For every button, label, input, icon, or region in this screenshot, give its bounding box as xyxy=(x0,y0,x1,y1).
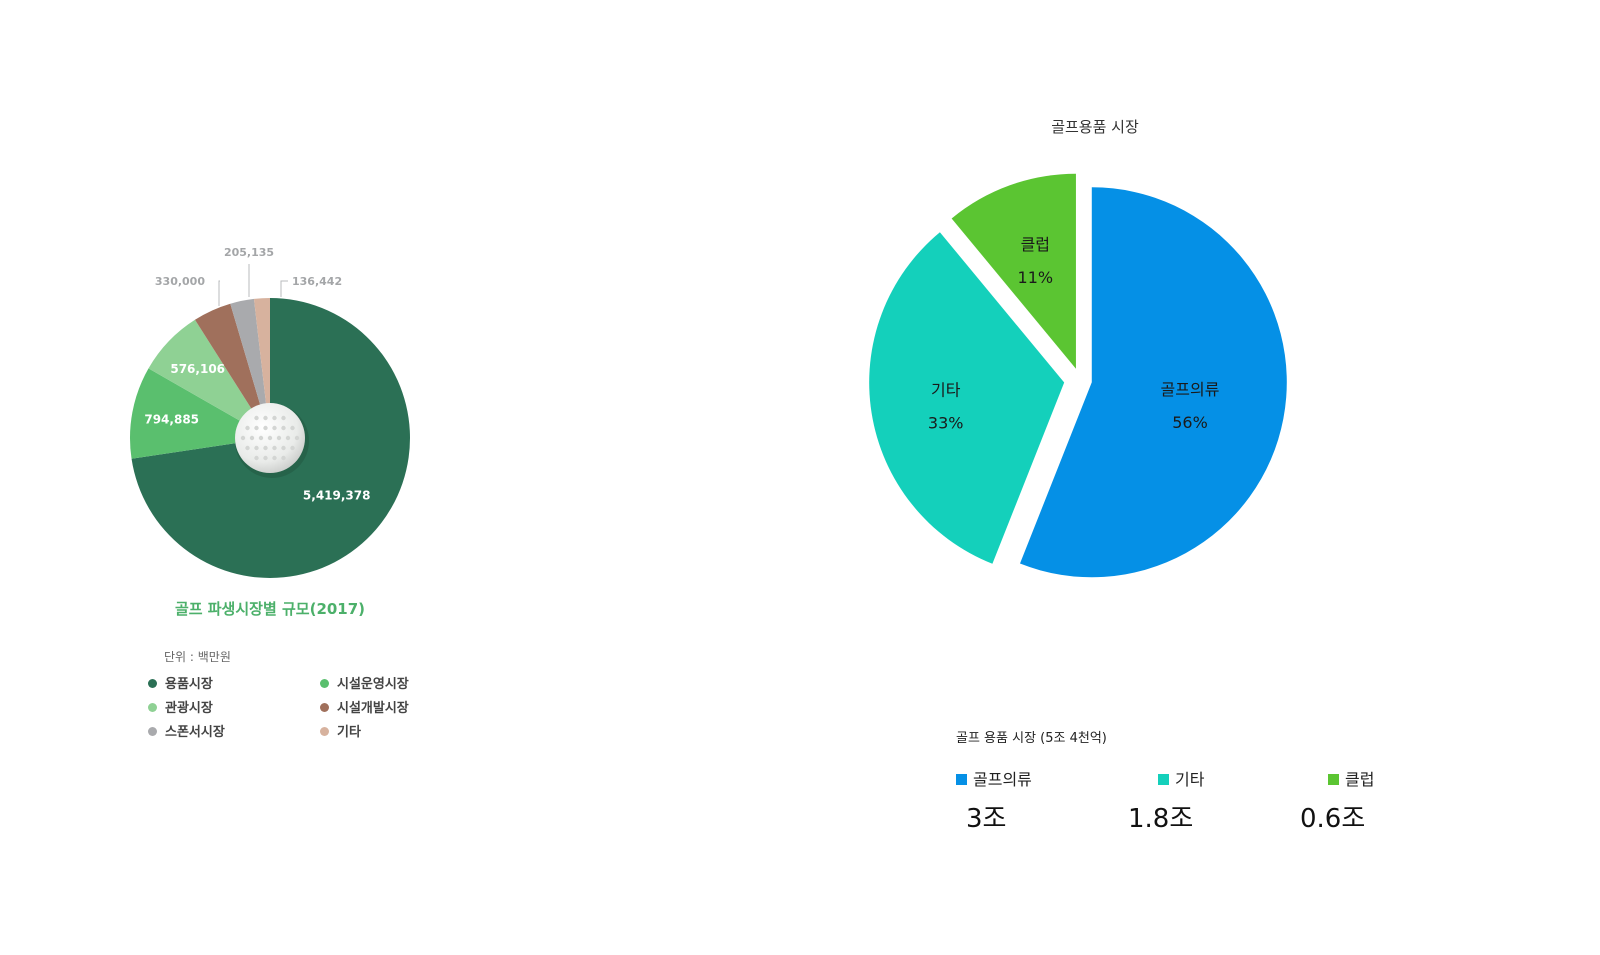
left-chart-unit-label: 단위 : 백만원 xyxy=(164,650,231,664)
legend-item: 기타 xyxy=(1158,766,1204,790)
left-chart-title: 골프 파생시장별 규모(2017) xyxy=(174,600,366,618)
golf-ball-dimple xyxy=(249,435,255,441)
legend-item: 스폰서시장 xyxy=(148,721,225,740)
golf-ball-dimple xyxy=(245,445,250,451)
legend-item: 기타 xyxy=(320,721,361,740)
golf-ball-dimple xyxy=(281,415,286,421)
golf-ball-dimple xyxy=(254,415,259,421)
golf-ball-dimple xyxy=(240,435,246,441)
golf-ball-dimple xyxy=(281,455,286,461)
slice-value-label: 330,000 xyxy=(155,275,205,288)
golf-ball-dimple xyxy=(263,415,268,421)
slice-percent-label: 33% xyxy=(928,413,964,432)
legend-label: 용품시장 xyxy=(165,677,213,692)
amount-value: 1.8조 xyxy=(1128,804,1194,834)
donut-slice xyxy=(148,319,270,438)
golf-ball-dimple xyxy=(294,435,300,441)
legend-label: 클럽 xyxy=(1345,770,1375,789)
golf-ball-dimple xyxy=(258,435,264,441)
legend-label: 기타 xyxy=(337,725,361,740)
golf-ball-dimple xyxy=(245,425,250,431)
legend-label: 스폰서시장 xyxy=(165,725,225,740)
legend-swatch xyxy=(320,679,329,688)
legend-swatch xyxy=(1158,774,1169,785)
legend-label: 기타 xyxy=(1175,770,1205,789)
slice-value-label: 576,106 xyxy=(170,362,225,376)
pie-slice xyxy=(869,232,1065,564)
legend-swatch xyxy=(148,703,157,712)
pie-slice xyxy=(951,173,1076,369)
legend-swatch xyxy=(956,774,967,785)
golf-ball-dimple xyxy=(254,445,259,451)
legend-swatch xyxy=(1328,774,1339,785)
legend-item: 클럽 xyxy=(1328,766,1374,790)
legend-label: 시설운영시장 xyxy=(337,677,409,692)
donut-slice xyxy=(230,298,270,438)
legend-label: 시설개발시장 xyxy=(337,701,409,716)
golf-ball-dimple xyxy=(272,425,277,431)
slice-percent-label: 56% xyxy=(1172,413,1208,432)
slice-percent-label: 11% xyxy=(1018,268,1054,287)
donut-slice xyxy=(129,368,270,459)
slice-name-label: 기타 xyxy=(931,380,961,399)
donut-slice xyxy=(194,303,270,438)
legend-swatch xyxy=(320,703,329,712)
slice-name-label: 골프의류 xyxy=(1161,380,1220,399)
golf-ball-dimple xyxy=(254,425,259,431)
donut-slice xyxy=(253,298,270,438)
golf-ball-dimple xyxy=(281,425,286,431)
golf-ball-dimple xyxy=(263,425,268,431)
golf-ball-dimple xyxy=(281,445,286,451)
golf-ball-dimple xyxy=(285,435,291,441)
slice-value-label: 205,135 xyxy=(224,246,274,259)
golf-ball-dimple xyxy=(267,435,273,441)
slice-value-label: 136,442 xyxy=(292,275,342,288)
right-chart-title: 골프용품 시장 xyxy=(1051,118,1139,136)
amount-value: 3조 xyxy=(966,804,1007,834)
golf-ball-dimple xyxy=(290,445,295,451)
pie-slice xyxy=(1020,187,1287,578)
legend-label: 골프의류 xyxy=(973,770,1032,789)
legend-item: 시설개발시장 xyxy=(320,697,409,716)
golf-ball-dimple xyxy=(272,415,277,421)
legend-item: 관광시장 xyxy=(148,697,213,716)
right-chart-subtitle: 골프 용품 시장 (5조 4천억) xyxy=(956,731,1107,746)
legend-swatch xyxy=(320,727,329,736)
golf-ball-dimple xyxy=(290,425,295,431)
golf-ball-dimple xyxy=(272,455,277,461)
golf-ball-dimple xyxy=(263,455,268,461)
golf-ball-dimple xyxy=(272,445,277,451)
leader-line xyxy=(218,280,220,306)
amount-value: 0.6조 xyxy=(1300,804,1366,834)
legend-item: 용품시장 xyxy=(148,673,213,692)
legend-item: 골프의류 xyxy=(956,766,1032,790)
legend-label: 관광시장 xyxy=(165,701,213,716)
legend-swatch xyxy=(148,679,157,688)
legend-item: 시설운영시장 xyxy=(320,673,409,692)
slice-value-label: 5,419,378 xyxy=(303,488,371,502)
legend-swatch xyxy=(148,727,157,736)
golf-ball-dimple xyxy=(254,455,259,461)
slice-name-label: 클럽 xyxy=(1021,235,1050,254)
slice-value-label: 794,885 xyxy=(144,413,199,427)
leader-line xyxy=(280,280,288,297)
golf-ball-dimple xyxy=(276,435,282,441)
golf-ball-dimple xyxy=(263,445,268,451)
